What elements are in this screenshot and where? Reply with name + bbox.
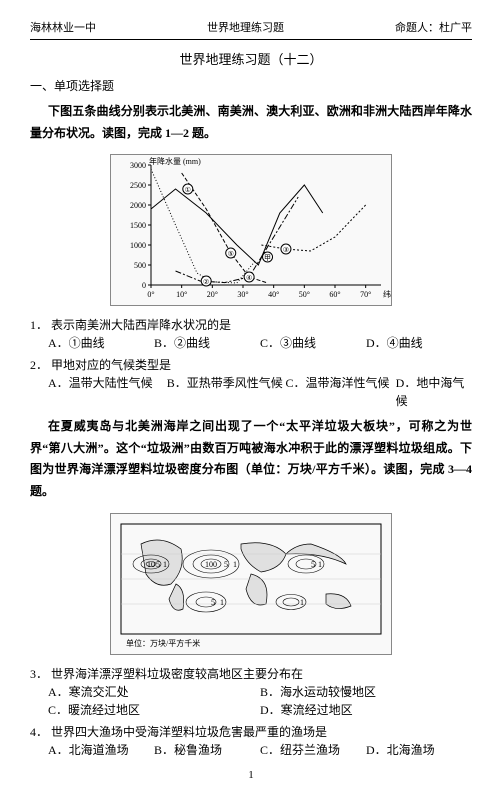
q-number: 1． [30, 318, 48, 332]
option-d: D．地中海气候 [396, 374, 472, 410]
option-b: B．亚热带季风性气候 [167, 374, 286, 410]
svg-text:1: 1 [233, 560, 237, 569]
svg-text:0: 0 [142, 281, 146, 290]
svg-text:⑤: ⑤ [228, 250, 234, 258]
rainfall-chart: 3000 2500 2000 1500 1000 500 0 年降水量 (mm) 0° 10° 20… [110, 154, 392, 306]
svg-text:2500: 2500 [130, 181, 146, 190]
question-4: 4． 世界四大渔场中受海洋塑料垃圾危害最严重的渔场是 A．北海道渔场 B．秘鲁渔… [30, 723, 472, 759]
options-row: A．①曲线 B．②曲线 C．③曲线 D．④曲线 [48, 334, 472, 352]
svg-text:④: ④ [246, 274, 252, 282]
option-c: C．③曲线 [260, 334, 366, 352]
author-label: 命题人：杜广平 [395, 20, 472, 37]
question-3: 3． 世界海洋漂浮塑料垃圾密度较高地区主要分布在 A．寒流交汇处 B．海水运动较… [30, 665, 472, 719]
option-b: B．海水运动较慢地区 [260, 683, 472, 701]
page-number: 1 [30, 767, 472, 784]
q-text: 甲地对应的气候类型是 [51, 358, 171, 372]
stem-3-4: 在夏威夷岛与北美洲海岸之间出现了一个“太平洋垃圾大板块”，可称之为世界“第八大洲… [30, 416, 472, 502]
svg-text:50°: 50° [299, 290, 310, 299]
header-bar: 海林林业一中 世界地理练习题 命题人：杜广平 [30, 20, 472, 40]
options-row: A．寒流交汇处 B．海水运动较慢地区 C．暖流经过地区 D．寒流经过地区 [48, 683, 472, 719]
option-d: D．北海渔场 [366, 741, 472, 759]
doc-subject: 世界地理练习题 [207, 20, 284, 37]
stem-1-2: 下图五条曲线分别表示北美洲、南美洲、澳大利亚、欧洲和非洲大陆西岸年降水量分布状况… [30, 101, 472, 144]
svg-text:10: 10 [147, 560, 155, 569]
svg-text:70°: 70° [360, 290, 371, 299]
question-2: 2． 甲地对应的气候类型是 A．温带大陆性气候 B．亚热带季风性气候 C．温带海… [30, 356, 472, 410]
svg-text:5: 5 [211, 598, 215, 607]
option-b: B．秘鲁渔场 [154, 741, 260, 759]
svg-text:40°: 40° [268, 290, 279, 299]
svg-text:1: 1 [163, 560, 167, 569]
q-text: 表示南美洲大陆西岸降水状况的是 [51, 318, 231, 332]
options-row: A．温带大陆性气候 B．亚热带季风性气候 C．温带海洋性气候 D．地中海气候 [48, 374, 472, 410]
svg-text:30°: 30° [237, 290, 248, 299]
svg-text:500: 500 [134, 261, 146, 270]
q-number: 2． [30, 358, 48, 372]
svg-text:1000: 1000 [130, 241, 146, 250]
page-title: 世界地理练习题（十二） [30, 50, 472, 70]
svg-text:年降水量 (mm): 年降水量 (mm) [149, 156, 201, 166]
option-a: A．寒流交汇处 [48, 683, 260, 701]
svg-text:1: 1 [220, 598, 224, 607]
svg-text:③: ③ [283, 246, 289, 254]
svg-text:20°: 20° [207, 290, 218, 299]
option-d: D．④曲线 [366, 334, 472, 352]
svg-text:5: 5 [311, 560, 315, 569]
chart-svg: 3000 2500 2000 1500 1000 500 0 年降水量 (mm) 0° 10° 20… [111, 155, 391, 305]
page-root: 海林林业一中 世界地理练习题 命题人：杜广平 世界地理练习题（十二） 一、单项选… [0, 0, 502, 803]
svg-text:纬度: 纬度 [383, 289, 391, 299]
option-d: D．寒流经过地区 [260, 701, 472, 719]
school-name: 海林林业一中 [30, 20, 96, 37]
option-a: A．①曲线 [48, 334, 154, 352]
svg-text:1500: 1500 [130, 221, 146, 230]
svg-text:甲: 甲 [264, 254, 271, 262]
svg-text:5: 5 [156, 560, 160, 569]
q-text: 世界海洋漂浮塑料垃圾密度较高地区主要分布在 [51, 667, 303, 681]
svg-text:②: ② [203, 278, 209, 286]
svg-text:2000: 2000 [130, 201, 146, 210]
q-number: 4． [30, 725, 48, 739]
q-number: 3． [30, 667, 48, 681]
garbage-density-map: 15100151015151单位：万块/平方千米 [110, 513, 392, 655]
svg-text:5: 5 [224, 560, 228, 569]
svg-text:100: 100 [205, 560, 217, 569]
map-svg: 15100151015151单位：万块/平方千米 [111, 514, 391, 654]
svg-text:60°: 60° [329, 290, 340, 299]
option-a: A．温带大陆性气候 [48, 374, 167, 410]
option-c: C．暖流经过地区 [48, 701, 260, 719]
svg-text:1: 1 [300, 598, 304, 607]
svg-text:①: ① [185, 186, 191, 194]
question-1: 1． 表示南美洲大陆西岸降水状况的是 A．①曲线 B．②曲线 C．③曲线 D．④… [30, 316, 472, 352]
svg-text:单位：万块/平方千米: 单位：万块/平方千米 [126, 638, 200, 648]
option-b: B．②曲线 [154, 334, 260, 352]
svg-text:0°: 0° [147, 290, 154, 299]
options-row: A．北海道渔场 B．秘鲁渔场 C．纽芬兰渔场 D．北海渔场 [48, 741, 472, 759]
option-c: C．温带海洋性气候 [285, 374, 395, 410]
option-a: A．北海道渔场 [48, 741, 154, 759]
svg-text:1: 1 [318, 560, 322, 569]
q-text: 世界四大渔场中受海洋塑料垃圾危害最严重的渔场是 [51, 725, 327, 739]
option-c: C．纽芬兰渔场 [260, 741, 366, 759]
svg-text:3000: 3000 [130, 161, 146, 170]
section-heading: 一、单项选择题 [30, 77, 472, 95]
svg-text:10°: 10° [176, 290, 187, 299]
